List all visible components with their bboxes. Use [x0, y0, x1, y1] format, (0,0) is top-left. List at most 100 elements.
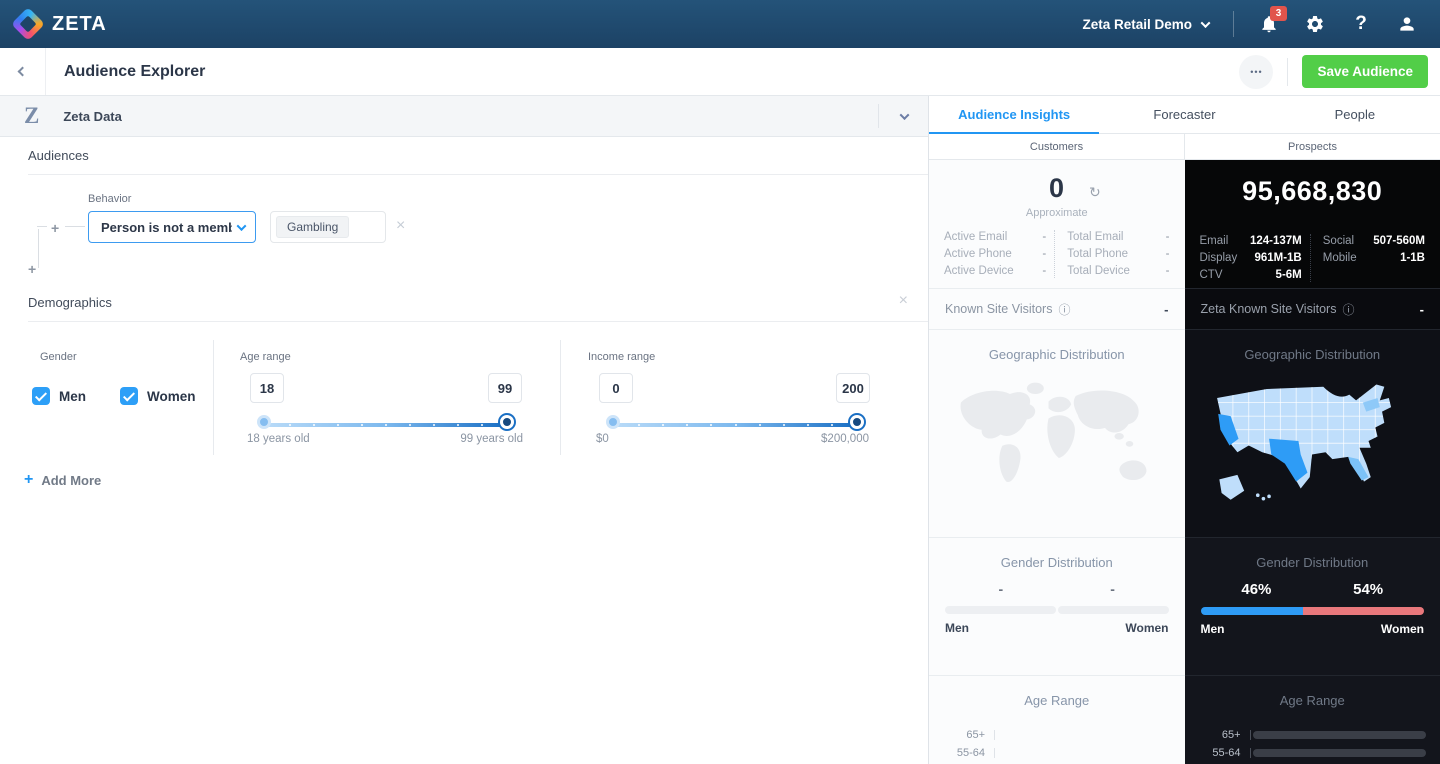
women-label: Women: [1125, 621, 1169, 635]
page-title: Audience Explorer: [64, 62, 206, 80]
age-max-caption: 99 years old: [460, 433, 523, 445]
add-condition-button[interactable]: +: [51, 220, 60, 236]
age-min-caption: 18 years old: [247, 433, 310, 445]
account-selector[interactable]: Zeta Retail Demo: [1082, 16, 1211, 32]
chevron-down-icon: [899, 110, 910, 121]
info-icon[interactable]: ⓘ: [1342, 302, 1355, 317]
gender-bar: [1200, 607, 1425, 615]
behavior-dropdown[interactable]: Person is not a membe...: [88, 211, 256, 243]
state-florida: [1348, 456, 1369, 481]
stat-value: -: [1165, 231, 1170, 243]
brand-name: ZETA: [52, 12, 107, 35]
women-percentage: 54%: [1353, 581, 1384, 598]
navbar-divider: [1233, 11, 1234, 37]
stat-value: -: [1042, 231, 1047, 243]
zeta-data-header: Z Zeta Data: [0, 96, 928, 137]
customers-geo-section: Geographic Distribution: [929, 330, 1185, 538]
tab-audience-insights[interactable]: Audience Insights: [929, 96, 1100, 134]
add-more-button[interactable]: + Add More: [24, 472, 101, 488]
customers-count-caption: Approximate: [1025, 207, 1088, 219]
age-max-input[interactable]: [488, 373, 522, 403]
slider-track[interactable]: [265, 423, 505, 427]
behavior-tag-chip[interactable]: Gambling: [276, 216, 350, 238]
help-button[interactable]: ?: [1350, 13, 1372, 35]
back-button[interactable]: [0, 48, 46, 95]
age-bucket-label: 65+: [966, 729, 985, 741]
women-percentage: -: [1110, 581, 1115, 597]
income-range-slider[interactable]: [606, 415, 864, 435]
gender-distribution-title: Gender Distribution: [1000, 555, 1113, 570]
stat-label: Active Email: [944, 231, 1008, 243]
women-checkbox[interactable]: Women: [120, 387, 196, 405]
men-checkbox[interactable]: Men: [32, 387, 86, 405]
more-options-button[interactable]: •••: [1239, 54, 1274, 89]
income-max-caption: $200,000: [821, 433, 869, 445]
plus-icon: +: [24, 471, 34, 488]
stat-label: Social: [1322, 235, 1355, 247]
account-name: Zeta Retail Demo: [1082, 16, 1192, 32]
prospects-column: 95,668,830 Email 124-137M Display 961M-1B …: [1184, 160, 1440, 764]
notifications-button[interactable]: 3: [1258, 6, 1287, 35]
column-divider: [560, 340, 561, 455]
stat-row: Mobile 1-1B: [1323, 251, 1425, 265]
age-range-field-label: Age range: [240, 351, 291, 363]
save-audience-button[interactable]: Save Audience: [1302, 55, 1428, 88]
tab-people[interactable]: People: [1334, 107, 1376, 122]
age-min-handle[interactable]: [257, 415, 271, 429]
income-max-handle[interactable]: [850, 415, 864, 429]
gender-distribution-title: Gender Distribution: [1256, 555, 1369, 570]
men-bar-segment: [945, 606, 1056, 614]
state-alaska: [1219, 474, 1245, 500]
age-row: 55-64: [1185, 747, 1440, 759]
zeta-data-logo-icon: Z: [24, 103, 40, 128]
collapse-panel-button[interactable]: [897, 103, 912, 129]
prospects-count: 95,668,830: [1242, 176, 1383, 206]
state-california: [1218, 413, 1239, 446]
remove-demographics-button[interactable]: ×: [898, 292, 908, 309]
stat-label: Email: [1199, 235, 1229, 247]
profile-button[interactable]: [1396, 13, 1418, 35]
income-min-handle[interactable]: [606, 415, 620, 429]
income-min-caption: $0: [596, 433, 609, 445]
stat-label: CTV: [1199, 269, 1223, 281]
demographics-title-text: Demographics: [28, 295, 112, 310]
zeta-known-site-visitors-value: -: [1419, 301, 1424, 317]
notification-badge: 3: [1270, 6, 1287, 21]
question-mark-icon: ?: [1355, 13, 1367, 34]
age-range-slider[interactable]: [257, 415, 514, 435]
stat-row: CTV 5-6M: [1200, 268, 1302, 282]
income-max-input[interactable]: [836, 373, 870, 403]
age-min-input[interactable]: [250, 373, 284, 403]
tree-connector: [65, 226, 85, 227]
age-max-handle[interactable]: [500, 415, 514, 429]
slider-track[interactable]: [614, 423, 855, 427]
zeta-brand[interactable]: ZETA: [11, 7, 107, 41]
person-icon: [1400, 17, 1414, 31]
stat-row: Active Phone -: [944, 247, 1046, 261]
remove-condition-button[interactable]: ×: [396, 217, 406, 234]
behavior-tag-input[interactable]: Gambling: [270, 211, 386, 243]
stat-row: Social 507-560M: [1323, 234, 1425, 248]
zeta-known-site-visitors-label: Zeta Known Site Visitors: [1200, 302, 1337, 316]
demographics-section-title: Demographics ×: [28, 292, 928, 322]
add-group-button[interactable]: +: [28, 261, 37, 277]
stat-label: Display: [1199, 252, 1238, 264]
age-bucket-label: 55-64: [956, 747, 985, 759]
income-min-input[interactable]: [599, 373, 633, 403]
behavior-dropdown-value: Person is not a membe...: [101, 219, 232, 235]
tree-connector: [37, 226, 47, 227]
prospects-geo-section: Geographic Distribution: [1184, 330, 1440, 538]
stat-row: Email 124-137M: [1200, 234, 1302, 248]
stat-value: -: [1165, 248, 1170, 260]
men-bar-segment: [1200, 607, 1304, 615]
refresh-icon[interactable]: ↻: [1089, 184, 1101, 200]
customers-count-section: 0 ↻ Approximate Active Email - Active Pho…: [929, 160, 1185, 289]
settings-button[interactable]: [1304, 13, 1326, 35]
prospects-column-header: Prospects: [1184, 134, 1440, 159]
insights-tabs: Audience Insights Forecaster People: [929, 96, 1440, 134]
info-icon[interactable]: ⓘ: [1058, 302, 1071, 317]
customers-gender-section: Gender Distribution - - Men Women: [929, 538, 1185, 676]
men-label: Men: [1200, 622, 1225, 636]
tab-forecaster[interactable]: Forecaster: [1153, 107, 1216, 122]
women-bar-segment: [1057, 606, 1169, 614]
